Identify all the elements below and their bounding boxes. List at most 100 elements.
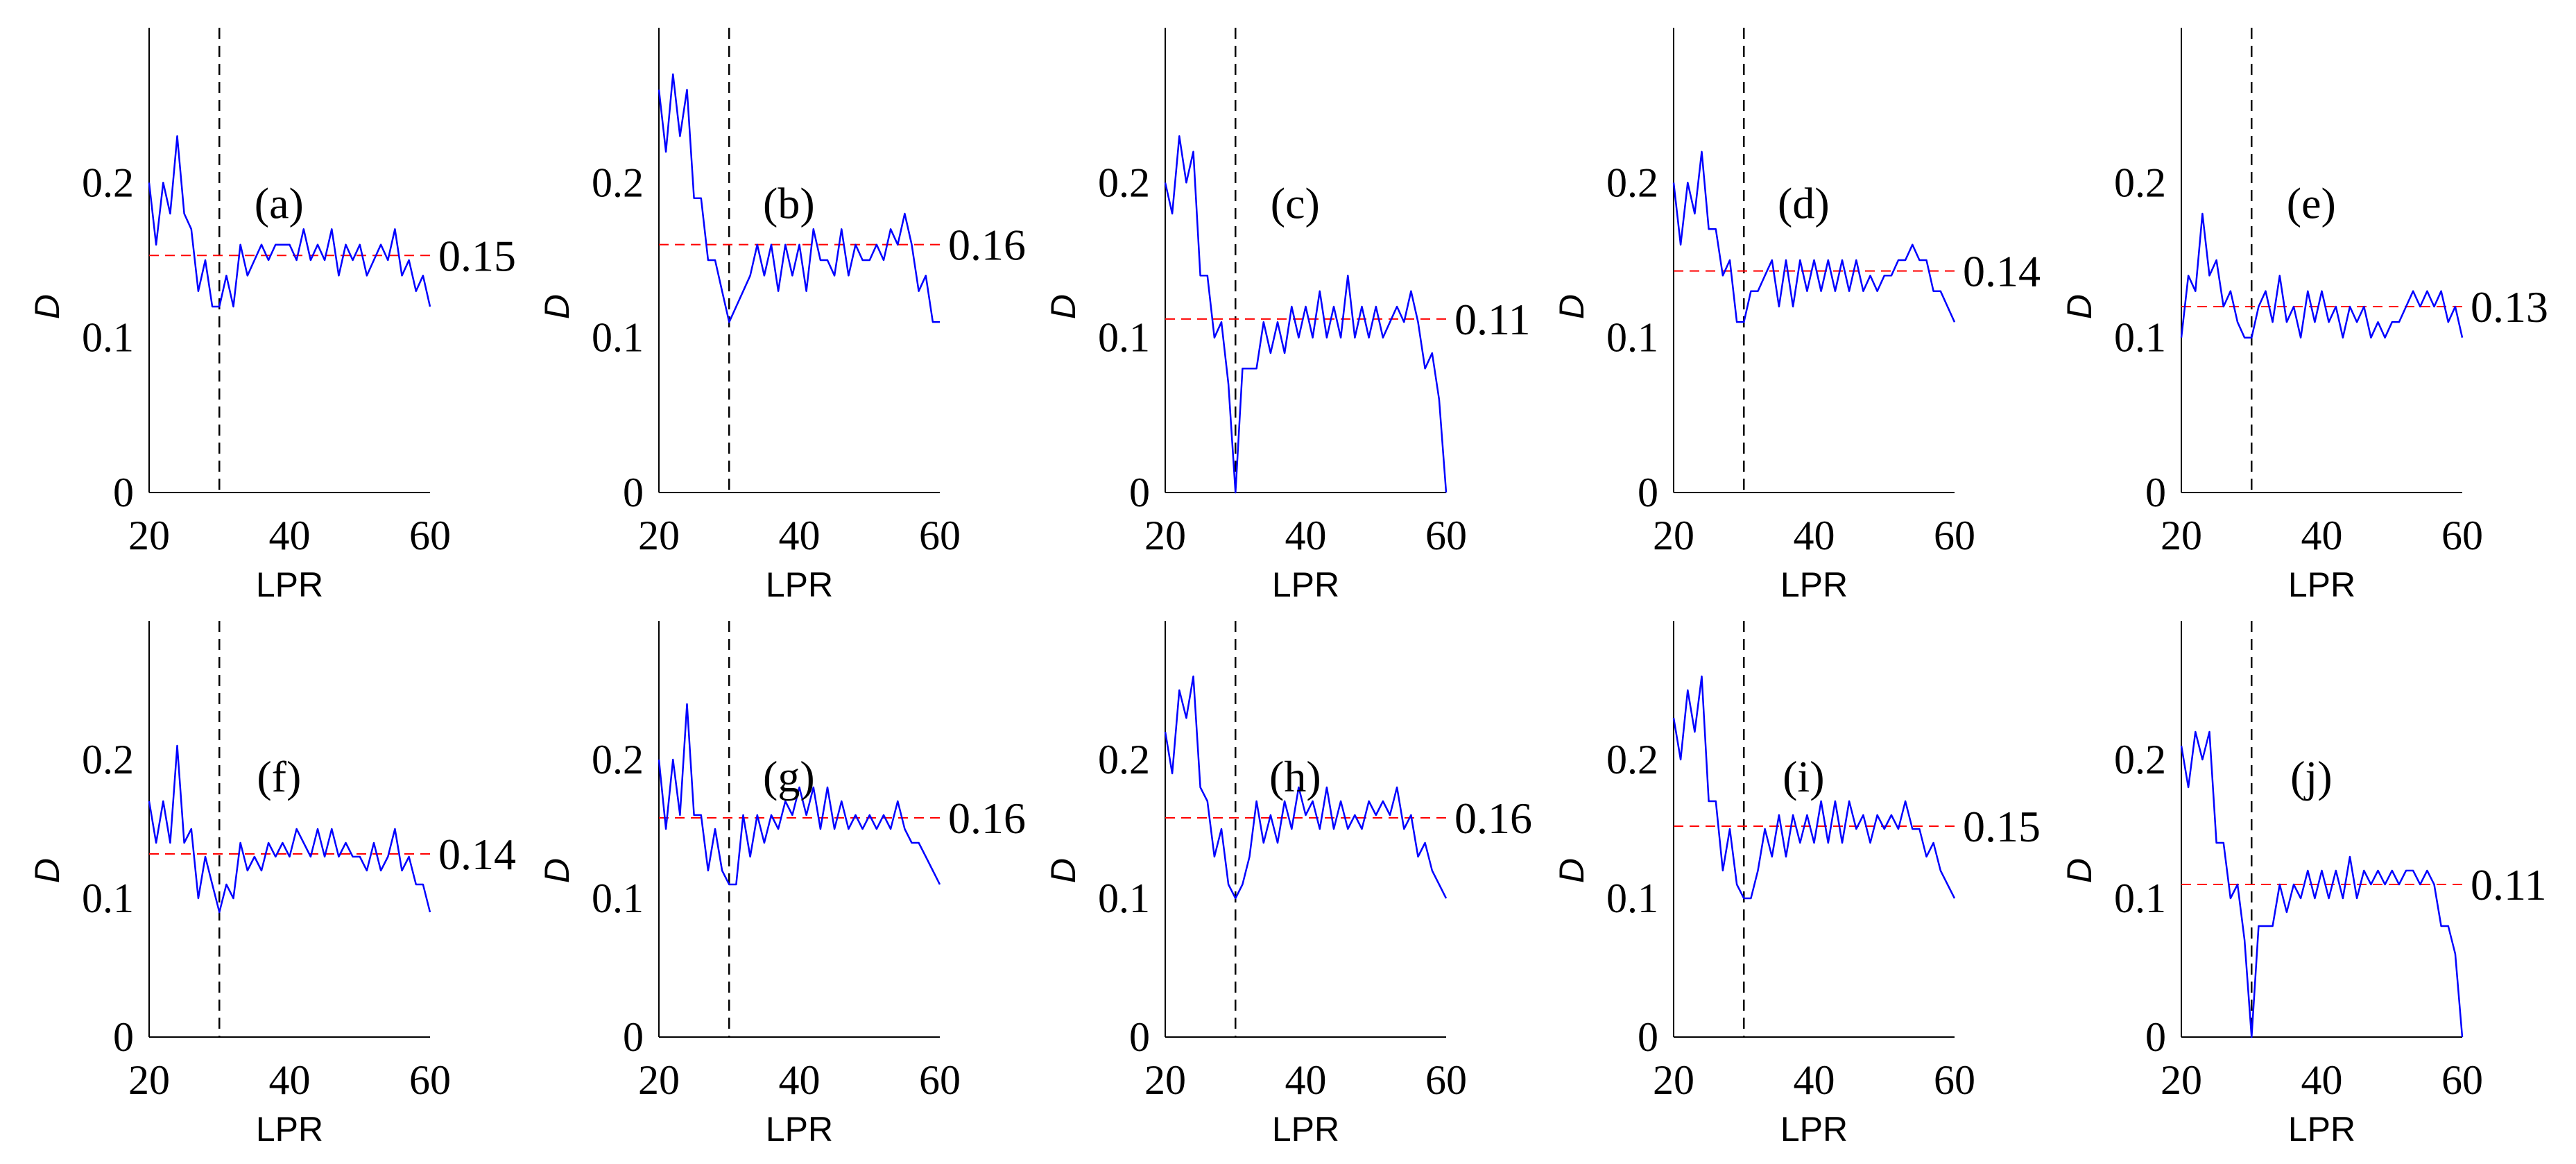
panel-h: 0 0.1 0.2 20 40 60 LPR D (h) 0.16 — [1044, 621, 1532, 1149]
x-tick-label: 40 — [779, 1057, 821, 1103]
series-line — [658, 703, 941, 886]
y-tick-label: 0.2 — [592, 160, 644, 205]
x-tick-label: 60 — [409, 1057, 451, 1103]
y-tick-label: 0.1 — [1606, 315, 1658, 361]
x-tick-label: 40 — [1794, 1057, 1835, 1103]
x-axis-label: LPR — [1780, 565, 1848, 604]
x-tick-label: 40 — [269, 1057, 311, 1103]
x-tick-label: 60 — [1425, 1057, 1467, 1103]
y-tick-label: 0 — [1129, 1014, 1150, 1060]
y-axis-label: D — [1044, 858, 1083, 883]
y-tick-label: 0.1 — [592, 875, 644, 921]
x-tick-label: 60 — [919, 513, 961, 558]
panel-b: 0 0.1 0.2 20 40 60 LPR D (b) 0.16 — [538, 28, 1026, 604]
x-tick-label: 20 — [638, 1057, 680, 1103]
x-tick-label: 40 — [1794, 513, 1835, 558]
y-tick-label: 0 — [623, 470, 644, 515]
panel-a: 0 0.1 0.2 20 40 60 LPR D (a) 0.15 — [28, 28, 516, 604]
mean-value-label: 0.15 — [1963, 802, 2041, 851]
series-line — [1164, 135, 1448, 494]
x-tick-label: 20 — [1144, 513, 1186, 558]
y-tick-label: 0 — [1638, 1014, 1658, 1060]
y-axis-label: D — [538, 294, 576, 319]
x-tick-label: 40 — [1285, 1057, 1327, 1103]
series-line — [658, 73, 940, 323]
series-line — [2180, 730, 2464, 1038]
x-axis-label: LPR — [2288, 1110, 2355, 1149]
panel-label: (j) — [2290, 752, 2332, 801]
y-tick-label: 0.2 — [2114, 160, 2166, 205]
y-tick-label: 0.1 — [2114, 315, 2166, 361]
y-tick-label: 0.1 — [82, 875, 134, 921]
panel-j: 0 0.1 0.2 20 40 60 LPR D (j) 0.11 — [2060, 621, 2547, 1149]
x-tick-label: 20 — [2161, 513, 2202, 558]
x-tick-label: 60 — [1425, 513, 1467, 558]
mean-value-label: 0.16 — [1454, 794, 1532, 843]
y-tick-label: 0.1 — [1606, 875, 1658, 921]
panel-d: 0 0.1 0.2 20 40 60 LPR D (d) 0.14 — [1552, 28, 2041, 604]
y-tick-label: 0.2 — [1606, 737, 1658, 782]
mean-value-label: 0.14 — [1963, 247, 2041, 296]
x-tick-label: 20 — [2161, 1057, 2202, 1103]
panel-g: 0 0.1 0.2 20 40 60 LPR D (g) 0.16 — [538, 621, 1026, 1149]
y-tick-label: 0 — [1638, 470, 1658, 515]
x-tick-label: 40 — [1285, 513, 1327, 558]
panel-label: (d) — [1778, 179, 1830, 228]
x-axis-label: LPR — [2288, 565, 2355, 604]
panel-label: (i) — [1783, 752, 1824, 801]
mean-value-label: 0.11 — [2471, 860, 2547, 909]
y-tick-label: 0 — [1129, 470, 1150, 515]
panel-label: (g) — [763, 752, 815, 801]
series-line — [1672, 151, 1956, 323]
x-tick-label: 60 — [2441, 1057, 2483, 1103]
series-line — [148, 744, 431, 914]
panel-label: (b) — [763, 179, 815, 228]
panel-f: 0 0.1 0.2 20 40 60 LPR D (f) 0.14 — [28, 621, 516, 1149]
x-axis-label: LPR — [256, 565, 323, 604]
x-tick-label: 40 — [269, 513, 311, 558]
series-line — [1164, 675, 1448, 900]
x-axis-label: LPR — [1272, 565, 1339, 604]
x-tick-label: 40 — [2301, 1057, 2343, 1103]
y-tick-label: 0 — [2145, 470, 2166, 515]
panel-e: 0 0.1 0.2 20 40 60 LPR D (e) 0.13 — [2060, 28, 2548, 604]
y-tick-label: 0.1 — [1098, 875, 1150, 921]
x-tick-label: 60 — [1934, 513, 1975, 558]
x-tick-label: 60 — [1934, 1057, 1975, 1103]
x-axis-label: LPR — [1272, 1110, 1339, 1149]
y-tick-label: 0.1 — [1098, 315, 1150, 361]
y-tick-label: 0 — [2145, 1014, 2166, 1060]
y-axis-label: D — [1044, 294, 1083, 319]
x-tick-label: 20 — [638, 513, 680, 558]
panel-c: 0 0.1 0.2 20 40 60 LPR D (c) 0.11 — [1044, 28, 1531, 604]
series-line — [2180, 212, 2464, 339]
x-tick-label: 20 — [1653, 513, 1694, 558]
mean-value-label: 0.15 — [438, 231, 516, 280]
y-tick-label: 0.1 — [2114, 875, 2166, 921]
series-line — [148, 135, 431, 308]
mean-value-label: 0.14 — [438, 830, 516, 879]
x-tick-label: 20 — [128, 513, 170, 558]
y-tick-label: 0.2 — [82, 160, 134, 205]
panel-label: (e) — [2287, 179, 2336, 228]
x-axis-label: LPR — [256, 1110, 323, 1149]
y-axis-label: D — [28, 858, 67, 883]
x-tick-label: 20 — [1144, 1057, 1186, 1103]
mean-value-label: 0.11 — [1454, 295, 1531, 344]
y-tick-label: 0 — [113, 1014, 134, 1060]
y-axis-label: D — [2060, 294, 2099, 319]
mean-value-label: 0.16 — [948, 794, 1026, 843]
panel-label: (a) — [255, 179, 304, 228]
y-tick-label: 0.2 — [1098, 737, 1150, 782]
panel-label: (c) — [1271, 179, 1320, 228]
y-tick-label: 0 — [113, 470, 134, 515]
x-tick-label: 20 — [128, 1057, 170, 1103]
x-axis-label: LPR — [1780, 1110, 1848, 1149]
y-tick-label: 0.2 — [1098, 160, 1150, 205]
y-tick-label: 0.1 — [82, 315, 134, 361]
mean-value-label: 0.16 — [948, 221, 1026, 270]
y-axis-label: D — [538, 858, 576, 883]
y-axis-label: D — [28, 294, 67, 319]
panel-label: (h) — [1269, 752, 1321, 801]
